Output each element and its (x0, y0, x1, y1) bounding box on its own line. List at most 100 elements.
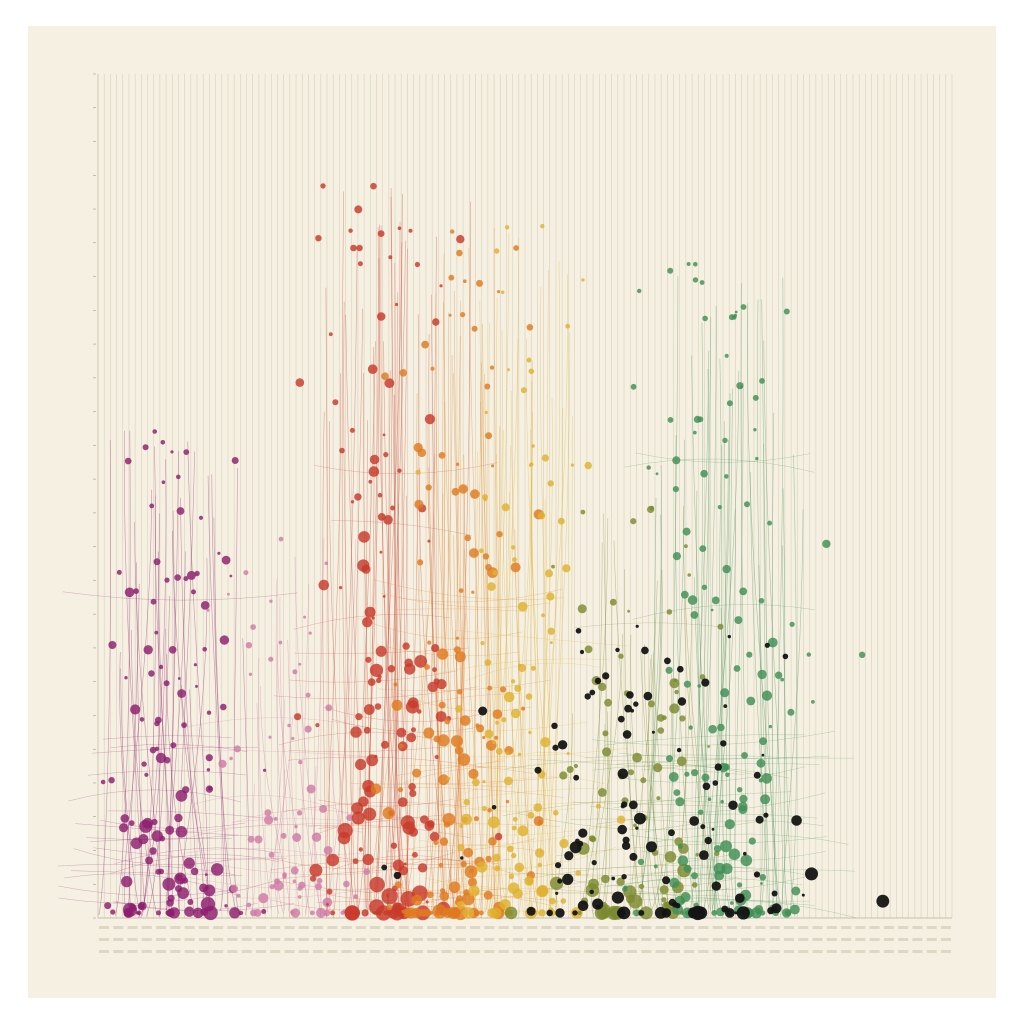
data-point (672, 456, 681, 465)
x-axis-texture-mark (812, 950, 823, 953)
data-point (622, 730, 632, 739)
trace-line (502, 430, 534, 913)
web-line (398, 588, 563, 603)
data-point (526, 877, 534, 885)
trace-line (370, 627, 396, 914)
data-point (193, 663, 197, 667)
data-point (326, 903, 329, 906)
trace-line (398, 495, 408, 913)
trace-line (453, 534, 463, 917)
data-point (736, 882, 743, 888)
data-point (254, 835, 263, 844)
data-point (653, 864, 658, 869)
data-point (138, 834, 149, 845)
data-point (269, 884, 275, 890)
data-point (163, 756, 171, 764)
data-point (526, 324, 534, 331)
x-axis-texture-mark (355, 926, 366, 929)
data-point (557, 517, 565, 525)
data-point (724, 908, 735, 918)
data-point (630, 708, 634, 713)
x-axis-texture-mark (869, 938, 880, 941)
trace-line (694, 350, 710, 910)
x-axis-texture-mark (655, 938, 666, 941)
x-axis-texture-mark (741, 938, 752, 941)
data-point (639, 906, 653, 920)
x-axis-texture-mark (512, 926, 523, 929)
trace-line (490, 238, 519, 912)
data-point (512, 888, 523, 899)
data-point (383, 515, 393, 525)
data-point (143, 645, 153, 655)
trace-line (211, 474, 229, 913)
data-point (791, 886, 801, 896)
x-axis-texture-mark (427, 938, 438, 941)
x-axis-texture-mark (127, 950, 138, 953)
data-point (611, 876, 616, 881)
data-point (756, 758, 766, 768)
data-point (128, 903, 136, 911)
data-point (725, 772, 730, 778)
data-point (514, 862, 525, 873)
data-point (363, 807, 377, 821)
x-axis-texture-mark (855, 938, 866, 941)
data-point (174, 813, 183, 823)
trace-line (603, 711, 611, 912)
data-point (458, 484, 468, 494)
data-point (176, 474, 181, 480)
x-axis-texture-mark (398, 950, 409, 953)
data-point (482, 553, 490, 560)
data-point (695, 852, 699, 857)
x-axis-texture-mark (584, 938, 595, 941)
data-point (739, 794, 748, 804)
x-axis-texture-mark (241, 938, 252, 941)
x-axis-texture-mark (926, 938, 937, 941)
data-point (433, 840, 439, 846)
web-line (644, 820, 824, 833)
data-point (507, 368, 510, 372)
x-axis-texture-mark (270, 950, 281, 953)
data-point (264, 809, 272, 817)
data-point (139, 717, 145, 722)
data-point (761, 690, 773, 701)
data-point (635, 826, 639, 830)
data-point (205, 754, 213, 762)
x-axis-texture-mark (641, 938, 652, 941)
data-point (191, 589, 196, 595)
x-axis-texture-mark (470, 926, 481, 929)
data-point (396, 727, 407, 738)
x-axis-texture-mark (826, 938, 837, 941)
trace-line (781, 509, 804, 912)
data-point (616, 815, 626, 824)
data-point (621, 874, 627, 880)
data-point (689, 816, 700, 826)
x-axis-texture-mark (455, 950, 466, 953)
data-point (637, 858, 645, 866)
data-point (688, 725, 693, 730)
data-point (680, 892, 691, 902)
data-point (533, 803, 543, 812)
trace-line (591, 634, 623, 917)
data-point (597, 906, 610, 920)
web-line (616, 869, 856, 887)
x-axis-texture-mark (512, 950, 523, 953)
trace-line (390, 196, 401, 914)
web-line (396, 782, 513, 788)
x-axis-texture-mark (941, 950, 951, 953)
x-axis-texture-mark (641, 950, 652, 953)
data-point (744, 501, 750, 508)
data-point (484, 383, 491, 390)
data-point (615, 647, 620, 653)
data-point (433, 735, 441, 743)
data-point (392, 859, 405, 871)
data-point (407, 697, 419, 709)
data-point (343, 880, 350, 888)
trace-line (401, 194, 408, 919)
x-axis-texture-mark (341, 926, 352, 929)
data-point (460, 715, 471, 726)
data-point (230, 884, 239, 893)
trace-line (146, 595, 170, 917)
data-point (175, 789, 188, 802)
data-point (298, 759, 303, 765)
web-line (110, 854, 280, 874)
